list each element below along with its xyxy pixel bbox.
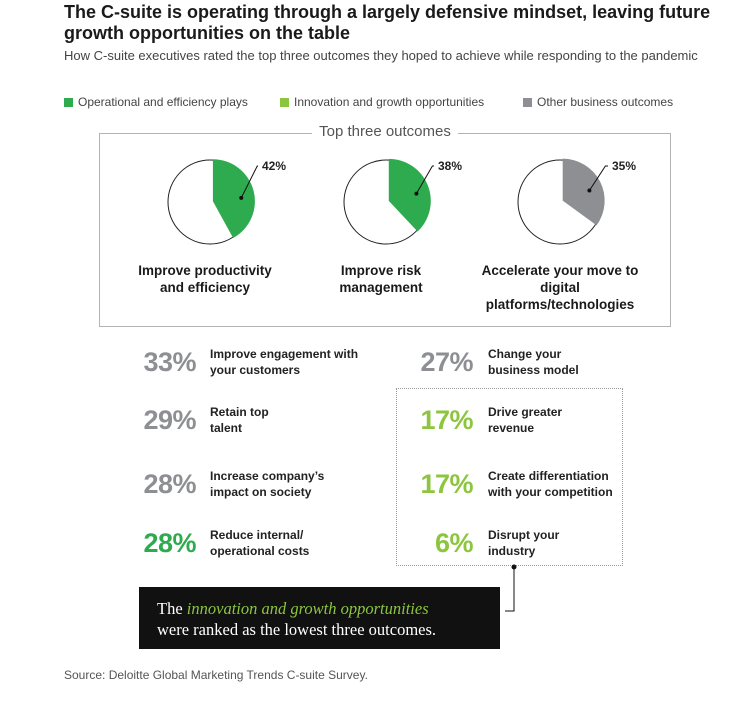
stat-label: Change your business model — [488, 347, 579, 377]
callout-connector — [505, 564, 517, 612]
legend-item-innovation: Innovation and growth opportunities — [280, 95, 484, 109]
stat-label: Create differentiation with your competi… — [488, 469, 613, 499]
stat-value: 28% — [143, 469, 196, 499]
legend-swatch — [523, 97, 532, 107]
pie-label-1: Improve productivity and efficiency — [138, 263, 272, 295]
source-note: Source: Deloitte Global Marketing Trends… — [64, 668, 368, 682]
leader-line — [415, 165, 434, 194]
innovation-group-box — [396, 388, 623, 566]
stat-value: 27% — [420, 347, 473, 377]
legend-label: Innovation and growth opportunities — [294, 95, 485, 109]
callout-highlight: innovation and growth opportunities — [186, 599, 429, 618]
pie-slice — [388, 158, 431, 232]
legend-item-operational: Operational and efficiency plays — [64, 95, 248, 109]
pie-label-3: Accelerate your move to digital platform… — [481, 263, 639, 312]
stat-value: 6% — [434, 528, 474, 558]
stat-value: 28% — [143, 528, 196, 558]
pie-value-label: 42% — [262, 159, 286, 173]
pie-slice — [212, 159, 255, 239]
stat-value: 17% — [420, 469, 473, 499]
stat-value: 33% — [143, 347, 196, 377]
callout-prefix: The — [157, 599, 183, 618]
legend-label: Other business outcomes — [537, 95, 674, 109]
pie-value-label: 35% — [612, 159, 636, 173]
stat-value: 17% — [420, 405, 473, 435]
stat-label: Improve engagement with your customers — [210, 347, 359, 377]
page-title: The C-suite is operating through a large… — [64, 2, 711, 43]
pie-value-label: 38% — [438, 159, 462, 173]
page-subtitle: How C-suite executives rated the top thr… — [64, 48, 698, 63]
leader-line — [588, 165, 608, 191]
top-three-title: Top three outcomes — [312, 122, 458, 142]
stat-label: Retain top talent — [210, 405, 269, 435]
pie-chart-3: 35% — [517, 158, 636, 245]
stat-value: 29% — [143, 405, 196, 435]
legend-swatch — [280, 97, 289, 107]
pie-label-2: Improve risk management — [339, 263, 423, 295]
leader-line — [240, 165, 258, 199]
pie-chart-2: 38% — [343, 158, 462, 245]
stat-label: Disrupt your industry — [488, 528, 560, 558]
callout-box: The innovation and growth opportunities … — [139, 587, 500, 649]
callout-line2: were ranked as the lowest three outcomes… — [157, 620, 437, 639]
stat-label: Drive greater revenue — [488, 405, 563, 435]
legend-item-other: Other business outcomes — [523, 95, 673, 109]
stat-label: Reduce internal/ operational costs — [210, 528, 310, 558]
pie-chart-1: 42% — [167, 159, 286, 245]
legend-swatch — [64, 97, 73, 107]
stat-label: Increase company’s impact on society — [210, 469, 325, 499]
legend-label: Operational and efficiency plays — [78, 95, 248, 109]
pie-slice — [562, 158, 605, 226]
